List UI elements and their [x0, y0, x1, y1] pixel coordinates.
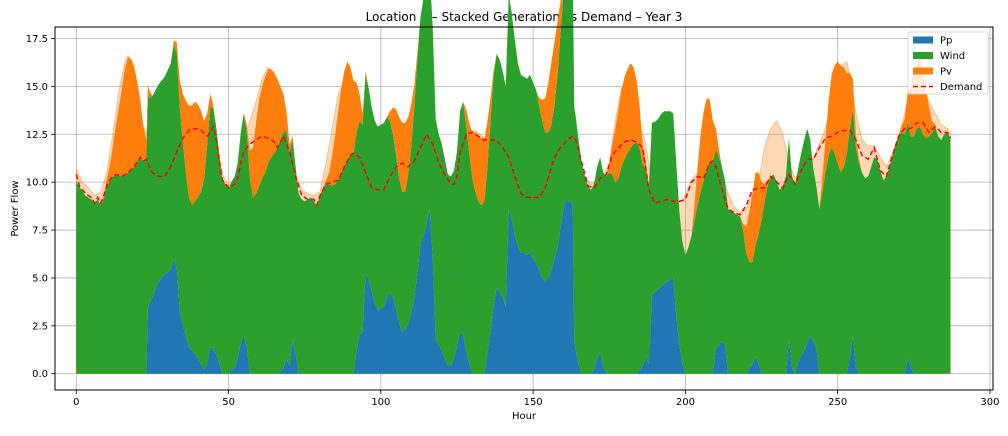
y-tick-label: 0.0: [32, 369, 48, 380]
y-tick-label: 7.5: [32, 226, 48, 237]
x-axis-label: Hour: [512, 411, 537, 422]
legend-box: [907, 31, 989, 95]
chart-title: Location 2 – Stacked Generation vs Deman…: [366, 10, 683, 24]
demand-line: [75, 122, 952, 216]
y-tick-label: 17.5: [26, 34, 48, 45]
legend-label-pv: Pv: [940, 67, 952, 78]
y-tick-label: 12.5: [26, 130, 48, 141]
y-tick-label: 10.0: [26, 178, 48, 189]
x-tick-label: 0: [73, 397, 79, 408]
y-axis-label: Power Flow: [10, 180, 21, 236]
y-tick-label: 5.0: [32, 273, 48, 284]
area-pp: [76, 199, 951, 374]
x-tick-label: 250: [828, 397, 847, 408]
y-tick-label: 15.0: [26, 82, 48, 93]
area-wind: [76, 0, 951, 374]
demand-line-layer: [75, 122, 952, 216]
legend-swatch-pv: [913, 67, 933, 75]
stacked-areas: [76, 0, 951, 374]
plot-frame: [54, 26, 994, 391]
legend: Pp Wind Pv Demand: [907, 31, 989, 95]
y-axis-ticks: 0.0 2.5 5.0 7.5 10.0 12.5 15.0 17.5: [26, 34, 55, 380]
x-tick-label: 300: [980, 397, 999, 408]
x-tick-label: 50: [222, 397, 235, 408]
legend-swatch-wind: [913, 52, 933, 59]
x-tick-label: 150: [524, 397, 543, 408]
x-tick-label: 200: [676, 397, 695, 408]
x-tick-label: 100: [371, 397, 390, 408]
legend-swatch-pp: [913, 36, 933, 44]
legend-label-pp: Pp: [940, 36, 952, 47]
y-tick-label: 2.5: [32, 321, 48, 332]
legend-label-demand: Demand: [940, 82, 982, 93]
legend-label-wind: Wind: [940, 51, 965, 62]
x-axis-ticks: 0 50 100 150 200 250 300: [73, 390, 1000, 408]
